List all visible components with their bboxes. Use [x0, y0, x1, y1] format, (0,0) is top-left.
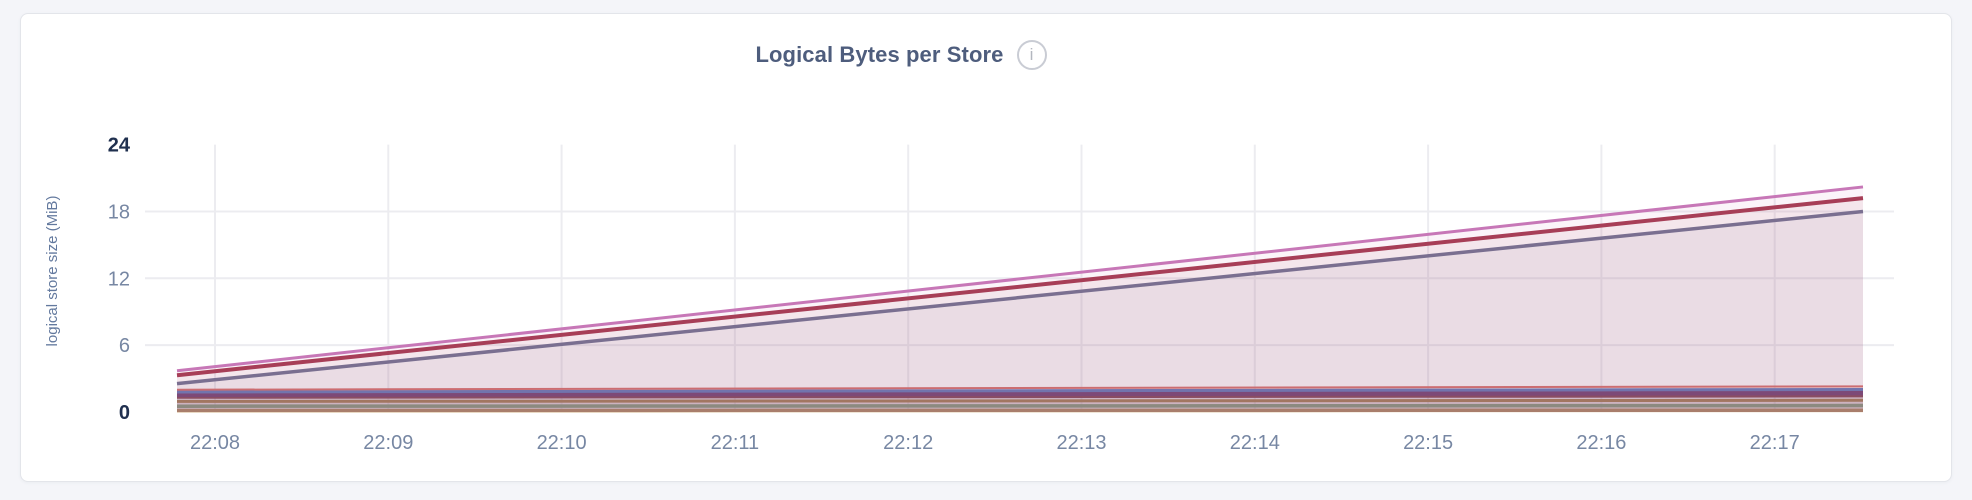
info-icon[interactable]: i [1016, 40, 1047, 70]
chart-card: Logical Bytes per Store i [20, 13, 1952, 482]
chart-header: Logical Bytes per Store i [21, 14, 1951, 70]
chart-title: Logical Bytes per Store [755, 42, 1004, 67]
